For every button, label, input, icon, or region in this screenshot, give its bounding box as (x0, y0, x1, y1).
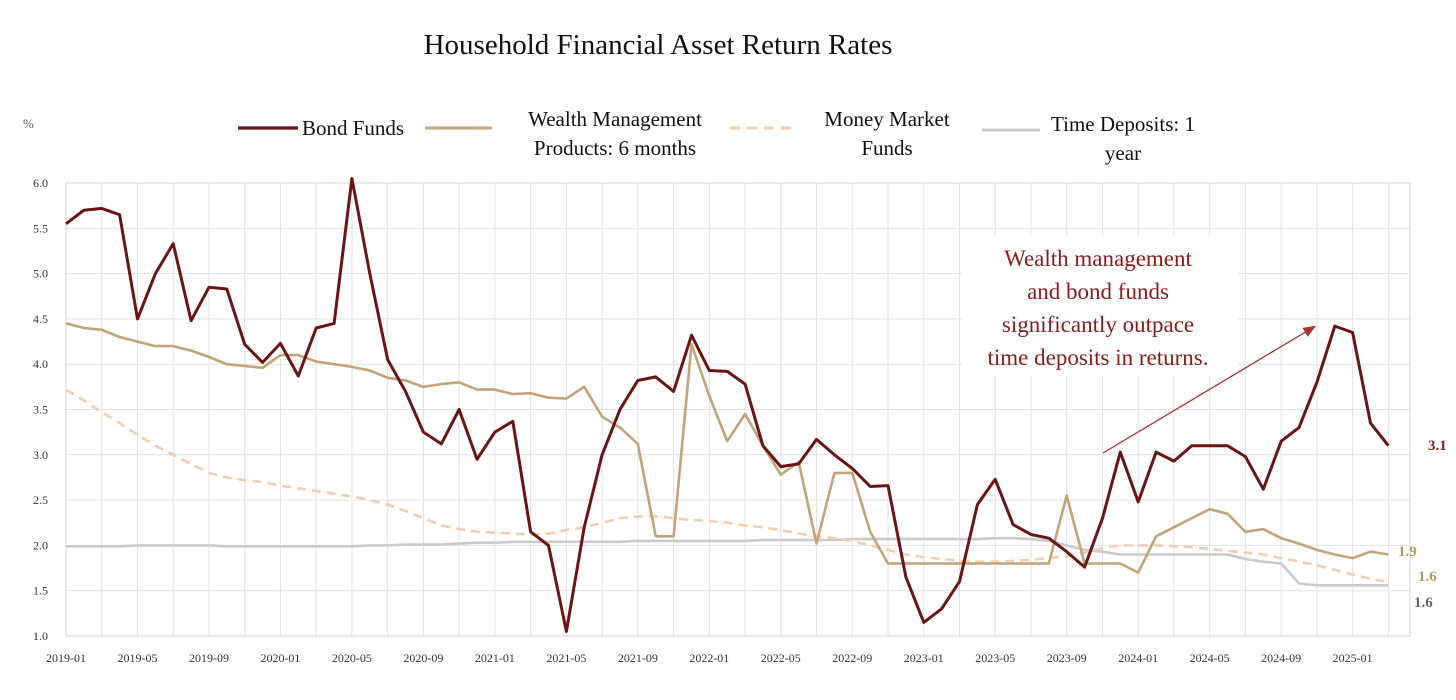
x-tick-label: 2021-05 (546, 651, 586, 665)
x-tick-label: 2021-01 (475, 651, 515, 665)
x-tick-label: 2021-09 (618, 651, 658, 665)
x-tick-label: 2023-05 (975, 651, 1015, 665)
annotation-bg (962, 236, 1238, 376)
legend-label: Time Deposits: 1 year (1051, 112, 1195, 165)
end-label: 1.6 (1414, 595, 1433, 611)
x-tick-label: 2020-01 (260, 651, 300, 665)
annotation-text: and bond funds (1027, 279, 1169, 304)
annotation-text: Wealth management (1004, 246, 1192, 271)
x-tick-label: 2024-09 (1261, 651, 1301, 665)
annotation-text: significantly outpace (1002, 312, 1194, 337)
x-tick-label: 2019-05 (117, 651, 157, 665)
x-tick-label: 2023-01 (904, 651, 944, 665)
y-tick-label: 6.0 (33, 176, 48, 190)
x-tick-label: 2022-01 (689, 651, 729, 665)
x-tick-label: 2019-01 (46, 651, 86, 665)
series-line (65, 388, 1389, 583)
x-tick-label: 2019-09 (189, 651, 229, 665)
y-tick-label: 2.5 (33, 493, 48, 507)
y-tick-label: 5.5 (33, 221, 48, 235)
x-tick-label: 2020-05 (332, 651, 372, 665)
x-tick-label: 2025-01 (1333, 651, 1373, 665)
x-tick-label: 2024-05 (1190, 651, 1230, 665)
series-line (65, 177, 1390, 633)
x-tick-label: 2024-01 (1118, 651, 1158, 665)
end-label: 1.9 (1398, 544, 1417, 560)
y-tick-label: 4.5 (33, 312, 48, 326)
legend-label: Wealth Management Products: 6 months (528, 107, 702, 160)
end-label: 3.1 (1428, 438, 1447, 454)
y-tick-label: 3.0 (33, 448, 48, 462)
chart-title: Household Financial Asset Return Rates (424, 29, 893, 61)
y-tick-label: 3.5 (33, 403, 48, 417)
y-axis-label: % (23, 116, 34, 131)
y-tick-label: 5.0 (33, 267, 48, 281)
end-label: 1.6 (1418, 569, 1437, 585)
legend-label: Money Market Funds (824, 107, 950, 160)
x-tick-label: 2023-09 (1047, 651, 1087, 665)
x-tick-label: 2022-09 (832, 651, 872, 665)
y-tick-label: 1.0 (33, 629, 48, 643)
legend-label: Bond Funds (302, 116, 405, 140)
y-tick-label: 2.0 (33, 538, 48, 552)
y-tick-label: 4.0 (33, 357, 48, 371)
y-tick-label: 1.5 (33, 584, 48, 598)
x-tick-label: 2020-09 (403, 651, 443, 665)
series-line (66, 536, 1389, 587)
x-tick-label: 2022-05 (761, 651, 801, 665)
annotation-text: time deposits in returns. (987, 345, 1208, 370)
plot-frame (65, 182, 1411, 637)
annotation-arrow (1102, 325, 1317, 454)
